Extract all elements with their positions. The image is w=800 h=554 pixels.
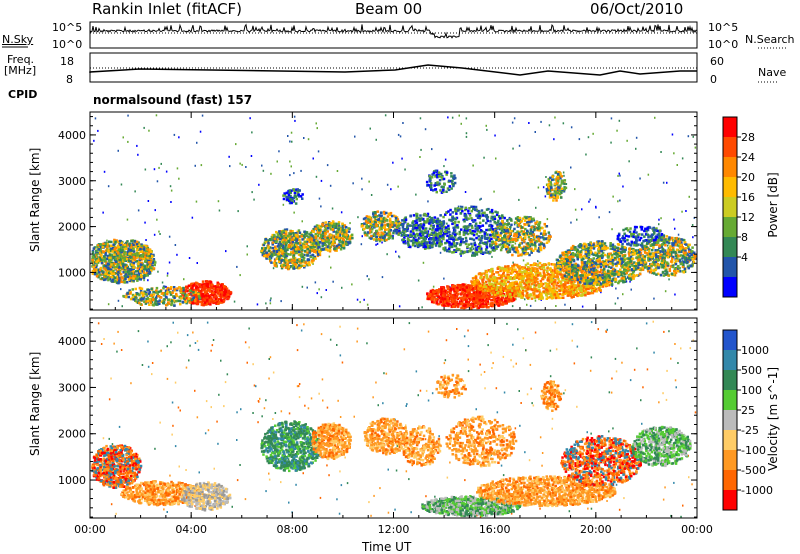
power-colorbar-segment-8 (723, 277, 737, 298)
velocity-colorbar-tick-4: -25 (741, 424, 759, 437)
x-tick-label-4: 16:00 (479, 523, 511, 536)
x-tick-label-3: 12:00 (378, 523, 410, 536)
power-colorbar-segment-3 (723, 177, 737, 198)
velocity-colorbar-segment-3 (723, 390, 737, 411)
nsky-panel (90, 22, 697, 48)
x-axis-title: Time UT (362, 540, 411, 554)
velocity-colorbar-tick-5: -100 (741, 444, 766, 457)
velocity-colorbar-tick-3: 25 (741, 404, 755, 417)
power-panel-ytick-2000: 2000 (58, 221, 86, 234)
velocity-colorbar-segment-0 (723, 330, 737, 351)
velocity-colorbar-segment-5 (723, 430, 737, 451)
power-colorbar-segment-4 (723, 197, 737, 218)
velocity-colorbar-tick-6: -500 (741, 464, 766, 477)
power-panel-ytick-1000: 1000 (58, 266, 86, 279)
power-cbar-label: Power [dB] (766, 155, 780, 255)
x-tick-label-2: 08:00 (276, 523, 308, 536)
power-colorbar-segment-7 (723, 257, 737, 278)
velocity-colorbar-tick-7: -1000 (741, 484, 773, 497)
power-colorbar-segment-2 (723, 157, 737, 178)
velocity-colorbar-tick-0: 1000 (741, 344, 769, 357)
velocity-colorbar-segment-6 (723, 450, 737, 471)
power-colorbar-segment-6 (723, 237, 737, 258)
velocity-colorbar-segment-7 (723, 470, 737, 491)
x-tick-label-5: 20:00 (580, 523, 612, 536)
x-tick-label-1: 04:00 (175, 523, 207, 536)
x-tick-label-6: 00:00 (681, 523, 713, 536)
velocity-cbar-label: Velocity [m s^-1] (766, 355, 780, 483)
velocity-colorbar-segment-1 (723, 350, 737, 371)
velocity-panel-ytick-3000: 3000 (58, 381, 86, 394)
power-colorbar-tick-6: 4 (741, 251, 748, 264)
power-colorbar-tick-0: 28 (741, 131, 755, 144)
power-panel-ytick-4000: 4000 (58, 129, 86, 142)
power-colorbar-tick-5: 8 (741, 231, 748, 244)
velocity-panel-ytick-1000: 1000 (58, 474, 86, 487)
power-colorbar-tick-1: 24 (741, 151, 755, 164)
power-colorbar-tick-4: 12 (741, 211, 755, 224)
velocity-colorbar-segment-2 (723, 370, 737, 391)
power-ylabel: Slant Range [km] (28, 162, 42, 252)
power-colorbar-segment-5 (723, 217, 737, 238)
power-panel-ytick-3000: 3000 (58, 175, 86, 188)
velocity-colorbar-tick-2: 100 (741, 384, 762, 397)
x-tick-label-0: 00:00 (74, 523, 106, 536)
power-colorbar-segment-0 (723, 117, 737, 138)
power-colorbar-tick-2: 20 (741, 171, 755, 184)
power-colorbar-segment-1 (723, 137, 737, 158)
velocity-panel-ytick-2000: 2000 (58, 428, 86, 441)
power-colorbar-tick-3: 16 (741, 191, 755, 204)
velocity-ylabel: Slant Range [km] (28, 366, 42, 456)
velocity-colorbar-tick-1: 500 (741, 364, 762, 377)
velocity-colorbar-segment-8 (723, 490, 737, 511)
freq-trace (90, 65, 697, 75)
nsky-trace (90, 24, 697, 37)
velocity-panel-ytick-4000: 4000 (58, 335, 86, 348)
velocity-colorbar-segment-4 (723, 410, 737, 431)
